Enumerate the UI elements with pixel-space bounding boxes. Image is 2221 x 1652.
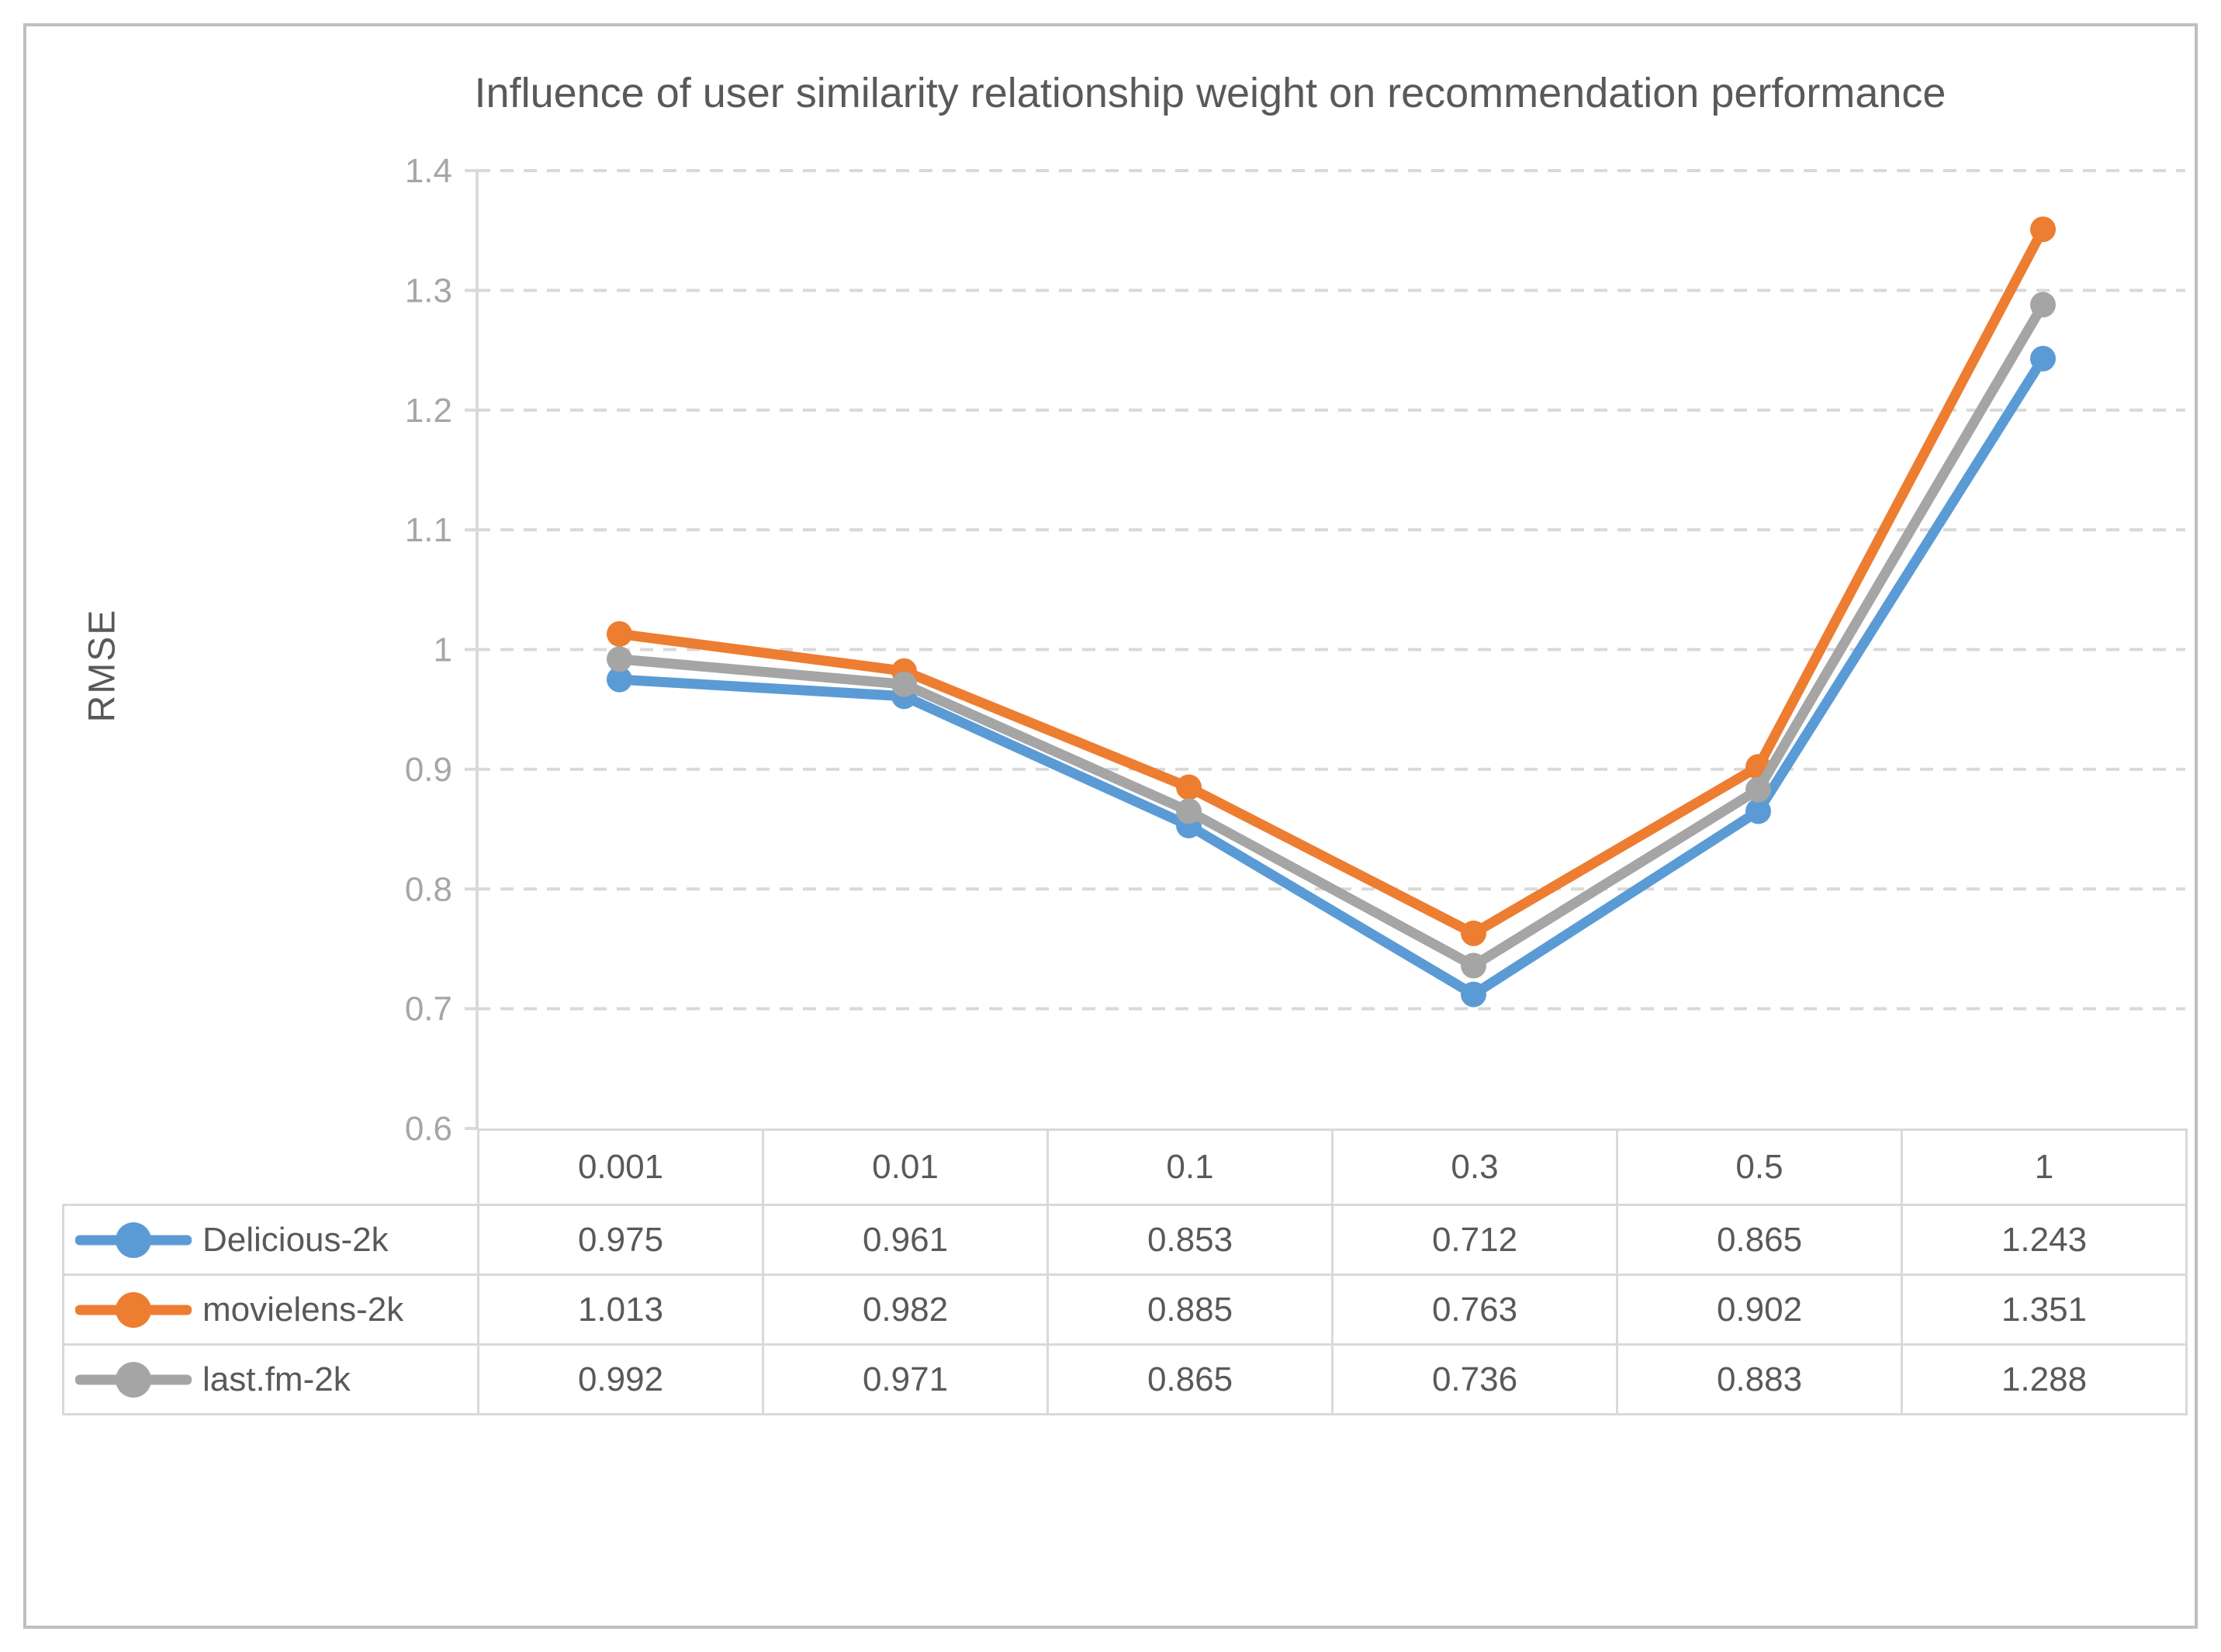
legend-label: Delicious-2k — [202, 1220, 389, 1259]
legend-cell-movielens-2k: movielens-2k — [62, 1274, 479, 1346]
legend-key-marker — [116, 1291, 151, 1328]
series-line-last-fm-2k — [614, 299, 2048, 971]
y-tick-label: 0.6 — [405, 1110, 452, 1148]
data-point-marker-delicious-2k — [2030, 345, 2056, 372]
data-point-marker-last-fm-2k — [607, 646, 632, 672]
value-cell: 0.971 — [762, 1343, 1049, 1415]
series-row-last-fm-2k: last.fm-2k 0.992 0.971 0.865 0.736 0.883 1.288 — [62, 1343, 2188, 1415]
category-header-row: 0.001 0.01 0.1 0.3 0.5 1 — [64, 1128, 2188, 1206]
series-row-movielens-2k: movielens-2k 1.013 0.982 0.885 0.763 0.902 1.3… — [62, 1274, 2188, 1346]
y-tick-label: 1.3 — [405, 271, 452, 309]
value-cell: 1.288 — [1901, 1343, 2188, 1415]
legend-label: last.fm-2k — [202, 1360, 351, 1398]
y-tick-label: 1.4 — [405, 152, 452, 190]
legend-cell-delicious-2k: Delicious-2k — [62, 1204, 479, 1276]
value-cell: 0.885 — [1046, 1274, 1334, 1346]
legend-entry: movielens-2k — [66, 1288, 476, 1332]
data-point-marker-last-fm-2k — [1461, 952, 1486, 979]
legend-key-marker — [116, 1222, 151, 1258]
legend-key-icon — [75, 1291, 192, 1328]
legend-entry: last.fm-2k — [66, 1358, 476, 1401]
legend-key-icon — [75, 1361, 192, 1398]
category-header-cell: 0.001 — [477, 1128, 764, 1206]
table-corner-spacer — [64, 1130, 479, 1205]
value-cell: 1.243 — [1901, 1204, 2188, 1276]
data-point-marker-delicious-2k — [1461, 981, 1486, 1007]
value-cell: 0.992 — [477, 1343, 764, 1415]
value-cell: 0.736 — [1331, 1343, 1618, 1415]
legend-key-marker — [116, 1361, 151, 1398]
value-cell: 0.763 — [1331, 1274, 1618, 1346]
legend-cell-last-fm-2k: last.fm-2k — [62, 1343, 479, 1415]
data-point-marker-delicious-2k — [1745, 798, 1771, 824]
series-row-delicious-2k: Delicious-2k 0.975 0.961 0.853 0.712 0.865 1.2… — [62, 1204, 2188, 1276]
value-cell: 0.865 — [1616, 1204, 1903, 1276]
value-cell: 1.013 — [477, 1274, 764, 1346]
series-line-movielens-2k — [614, 224, 2048, 938]
category-header-cell: 0.1 — [1046, 1128, 1334, 1206]
category-header-cell: 0.3 — [1331, 1128, 1618, 1206]
chart-title: Influence of user similarity relationshi… — [474, 70, 1946, 116]
category-header-cell: 0.5 — [1616, 1128, 1903, 1206]
value-cell: 0.883 — [1616, 1343, 1903, 1415]
category-header-cell: 0.01 — [762, 1128, 1049, 1206]
value-cell: 0.961 — [762, 1204, 1049, 1276]
data-point-marker-movielens-2k — [1176, 774, 1202, 800]
value-cell: 0.865 — [1046, 1343, 1334, 1415]
value-cell: 0.902 — [1616, 1274, 1903, 1346]
chart-data-table: 0.001 0.01 0.1 0.3 0.5 1 Delicious-2k 0.975 0.96… — [62, 1128, 2188, 1415]
legend-entry: Delicious-2k — [66, 1218, 476, 1262]
value-cell: 0.712 — [1331, 1204, 1618, 1276]
y-tick-label: 1.1 — [405, 511, 452, 549]
data-point-marker-last-fm-2k — [1176, 798, 1202, 824]
data-point-marker-last-fm-2k — [891, 671, 917, 697]
data-point-marker-last-fm-2k — [1745, 776, 1771, 803]
y-tick-label: 1.2 — [405, 392, 452, 430]
value-cell: 0.982 — [762, 1274, 1049, 1346]
data-point-marker-last-fm-2k — [2030, 292, 2056, 318]
series-line-delicious-2k — [614, 353, 2048, 1000]
data-point-marker-delicious-2k — [607, 666, 632, 693]
category-header-cell: 1 — [1901, 1128, 2188, 1206]
data-point-marker-movielens-2k — [1461, 920, 1486, 946]
y-tick-label: 0.9 — [405, 751, 452, 789]
value-cell: 1.351 — [1901, 1274, 2188, 1346]
value-cell: 0.853 — [1046, 1204, 1334, 1276]
data-point-marker-movielens-2k — [607, 620, 632, 647]
y-tick-label: 0.7 — [405, 990, 452, 1028]
y-tick-label: 1 — [434, 631, 452, 669]
value-cell: 0.975 — [477, 1204, 764, 1276]
data-point-marker-movielens-2k — [2030, 216, 2056, 243]
y-tick-label: 0.8 — [405, 870, 452, 908]
legend-label: movielens-2k — [202, 1290, 404, 1329]
legend-key-icon — [75, 1222, 192, 1258]
